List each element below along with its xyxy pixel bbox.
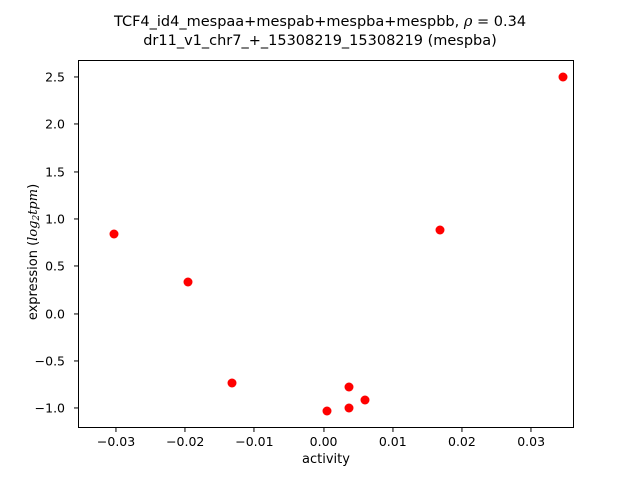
y-tick-label: 2.5 xyxy=(45,69,65,85)
y-tick-label: 1.0 xyxy=(45,211,65,227)
data-point xyxy=(344,382,354,392)
plot-data-area xyxy=(79,61,573,427)
y-tick-mark xyxy=(74,360,78,362)
x-tick-label: 0.01 xyxy=(378,434,407,449)
x-tick-label: −0.03 xyxy=(96,434,136,449)
x-tick-label: 0.02 xyxy=(448,434,476,449)
y-axis-label-suffix: ) xyxy=(26,183,41,189)
data-point xyxy=(322,406,332,416)
x-tick-mark xyxy=(461,428,463,432)
plot-axes-frame xyxy=(78,60,574,428)
y-axis-label-log: log xyxy=(26,220,41,241)
y-axis-label-subscript: 2 xyxy=(32,214,42,221)
rho-symbol: ρ xyxy=(463,14,473,30)
x-tick-mark xyxy=(323,428,325,432)
x-tick-mark xyxy=(530,428,532,432)
data-point xyxy=(227,378,237,388)
chart-subtitle: dr11_v1_chr7_+_15308219_15308219 (mespba… xyxy=(143,33,497,49)
chart-title-line1-text: TCF4_id4_mespaa+mespab+mespba+mespbb, xyxy=(113,14,464,30)
x-tick-label: 0.03 xyxy=(517,434,546,449)
y-tick-label: 0.0 xyxy=(45,306,65,322)
x-tick-mark xyxy=(253,428,255,432)
x-tick-label: −0.01 xyxy=(235,434,274,449)
y-tick-label: 2.0 xyxy=(45,116,65,132)
rho-value: = 0.34 xyxy=(472,14,527,30)
x-tick-label: 0.00 xyxy=(309,434,338,449)
data-point xyxy=(360,395,370,405)
data-point xyxy=(183,277,193,287)
x-tick-mark xyxy=(184,428,186,432)
data-point xyxy=(109,229,119,239)
y-tick-mark xyxy=(74,265,78,267)
y-tick-mark xyxy=(74,171,78,173)
y-tick-label: 0.5 xyxy=(45,258,65,274)
y-tick-label: −1.0 xyxy=(34,400,65,416)
y-axis-label-prefix: expression ( xyxy=(26,240,41,321)
y-tick-label: 1.5 xyxy=(45,164,65,180)
data-point xyxy=(435,225,445,235)
y-tick-mark xyxy=(74,123,78,125)
x-tick-mark xyxy=(115,428,117,432)
y-tick-mark xyxy=(74,312,78,315)
data-point xyxy=(558,72,568,82)
y-axis-label-tpm: tpm xyxy=(26,188,41,215)
x-tick-mark xyxy=(392,428,394,432)
y-tick-mark xyxy=(74,407,78,409)
data-point xyxy=(344,403,354,413)
chart-title: TCF4_id4_mespaa+mespab+mespba+mespbb, ρ … xyxy=(0,13,640,51)
y-tick-mark xyxy=(74,218,78,220)
y-tick-mark xyxy=(74,76,78,78)
y-axis-label: expression (log2tpm) xyxy=(26,122,42,382)
x-tick-label: −0.02 xyxy=(166,434,205,449)
y-tick-label: −0.5 xyxy=(34,353,65,369)
x-axis-label: activity xyxy=(302,452,350,467)
